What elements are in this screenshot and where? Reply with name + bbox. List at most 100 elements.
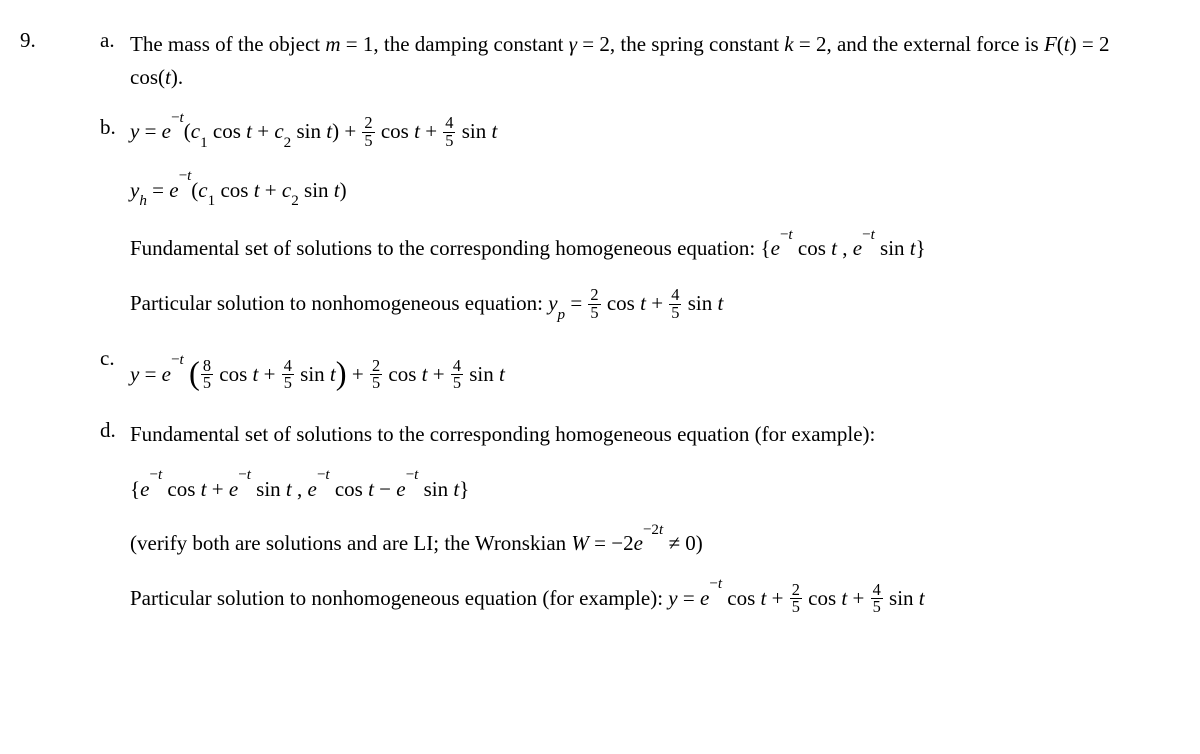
- sin: sin: [418, 477, 453, 501]
- question-body: a. The mass of the object m = 1, the dam…: [100, 28, 1164, 617]
- sin: sin: [464, 362, 499, 386]
- text: (: [1057, 32, 1064, 56]
- sin: sin: [295, 362, 330, 386]
- frac-4-5: 45: [669, 287, 681, 321]
- plus: +: [339, 119, 361, 143]
- part-c-label: c.: [100, 346, 130, 396]
- var-t: t: [919, 586, 925, 610]
- eq: =: [565, 291, 587, 315]
- var-gamma: γ: [569, 32, 577, 56]
- big-paren-open: (: [189, 356, 200, 392]
- sub1: 1: [200, 135, 208, 151]
- exp: −2t: [643, 522, 663, 538]
- plus: +: [420, 119, 442, 143]
- exp: −t: [709, 576, 722, 592]
- var-t: t: [499, 362, 505, 386]
- part-b: b. y = e−t(c1 cos t + c2 sin t) + 25 cos…: [100, 115, 1164, 152]
- open: {: [130, 477, 140, 501]
- exp: −t: [171, 352, 184, 368]
- frac-2-5: 25: [362, 115, 374, 149]
- text: Fundamental set of solutions to the corr…: [130, 236, 771, 260]
- cos: cos: [162, 477, 201, 501]
- particular-solution-d: Particular solution to nonhomogeneous eq…: [130, 582, 1164, 617]
- plus: +: [766, 586, 788, 610]
- var-e: e: [169, 178, 178, 202]
- open: (: [184, 119, 191, 143]
- exp: −t: [179, 168, 192, 184]
- frac-4-5: 45: [443, 115, 455, 149]
- comma: ,: [837, 236, 853, 260]
- sub-p: p: [558, 307, 566, 323]
- sub-h: h: [139, 193, 147, 209]
- text: Particular solution to nonhomogeneous eq…: [130, 291, 548, 315]
- plus: +: [252, 119, 274, 143]
- sin: sin: [251, 477, 286, 501]
- plus: +: [258, 362, 280, 386]
- var-c2: c: [282, 178, 291, 202]
- eq: =: [147, 178, 169, 202]
- var-e: e: [162, 362, 171, 386]
- text: Particular solution to nonhomogeneous eq…: [130, 586, 668, 610]
- part-c: c. y = e−t (85 cos t + 45 sin t) + 25 co…: [100, 346, 1164, 396]
- text: , the damping constant: [373, 32, 568, 56]
- var-e: e: [229, 477, 238, 501]
- cos: cos: [793, 236, 832, 260]
- part-d-label: d.: [100, 418, 130, 451]
- close: }: [459, 477, 469, 501]
- text: ).: [171, 65, 183, 89]
- var-e: e: [853, 236, 862, 260]
- exp: −t: [238, 467, 251, 483]
- fundamental-set-b: Fundamental set of solutions to the corr…: [130, 232, 1164, 265]
- plus: +: [207, 477, 229, 501]
- sub2: 2: [291, 193, 299, 209]
- var-y: y: [130, 119, 139, 143]
- sin: sin: [291, 119, 326, 143]
- neq: ≠ 0): [663, 531, 703, 555]
- page: 9. a. The mass of the object m = 1, the …: [0, 0, 1200, 645]
- text: , and the external force is: [826, 32, 1044, 56]
- text: The mass of the object: [130, 32, 325, 56]
- wronskian-line: (verify both are solutions and are LI; t…: [130, 527, 1164, 560]
- sub1: 1: [208, 193, 216, 209]
- cos: cos: [383, 362, 422, 386]
- frac-2-5: 25: [588, 287, 600, 321]
- var-c1: c: [198, 178, 207, 202]
- var-e: e: [162, 119, 171, 143]
- part-a-content: The mass of the object m = 1, the dampin…: [130, 28, 1164, 93]
- part-b-content: y = e−t(c1 cos t + c2 sin t) + 25 cos t …: [130, 115, 1164, 152]
- close: ): [340, 178, 347, 202]
- part-b-label: b.: [100, 115, 130, 152]
- cos: cos: [602, 291, 641, 315]
- text: = 2: [577, 32, 610, 56]
- sin: sin: [456, 119, 491, 143]
- frac-4-5: 45: [451, 358, 463, 392]
- frac-4-5: 45: [282, 358, 294, 392]
- var-yh: y: [130, 178, 139, 202]
- var-k: k: [784, 32, 793, 56]
- var-e: e: [771, 236, 780, 260]
- part-c-content: y = e−t (85 cos t + 45 sin t) + 25 cos t…: [130, 346, 1164, 396]
- plus: +: [646, 291, 668, 315]
- cos: cos: [376, 119, 415, 143]
- eq: =: [139, 119, 161, 143]
- var-c2: c: [274, 119, 283, 143]
- part-a: a. The mass of the object m = 1, the dam…: [100, 28, 1164, 93]
- var-t: t: [491, 119, 497, 143]
- exp: −t: [862, 227, 875, 243]
- part-d-content: Fundamental set of solutions to the corr…: [130, 418, 1164, 451]
- cos: cos: [803, 586, 842, 610]
- var-e: e: [634, 531, 643, 555]
- particular-solution-b: Particular solution to nonhomogeneous eq…: [130, 287, 1164, 324]
- big-paren-close: ): [336, 356, 347, 392]
- exp: −t: [149, 467, 162, 483]
- var-y: y: [130, 362, 139, 386]
- text: ): [1070, 32, 1077, 56]
- var-y: y: [668, 586, 677, 610]
- close: }: [916, 236, 926, 260]
- var-W: W: [571, 531, 589, 555]
- var-F: F: [1044, 32, 1057, 56]
- yh-line: yh = e−t(c1 cos t + c2 sin t): [130, 174, 1164, 211]
- var-e: e: [396, 477, 405, 501]
- eq: =: [139, 362, 161, 386]
- sub2: 2: [284, 135, 292, 151]
